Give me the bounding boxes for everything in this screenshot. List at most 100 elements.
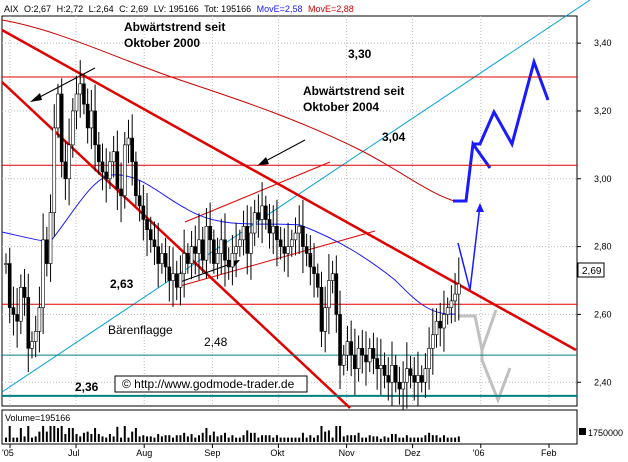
volume-bar-57: [216, 436, 219, 442]
candle-body-91: [341, 354, 346, 366]
copyright-text: © http://www.godmode-trader.de: [122, 377, 295, 391]
volume-bar-46: [175, 435, 178, 442]
volume-bar-56: [212, 431, 215, 442]
volume-bar-106: [398, 437, 401, 442]
volume-bar-32: [123, 426, 126, 442]
volume-bar-53: [201, 432, 204, 442]
candle-body-28: [108, 161, 112, 180]
annotation-trend2004-line2: Oktober 2004: [303, 100, 379, 114]
candle-body-103: [386, 375, 391, 383]
volume-bar-47: [179, 435, 182, 442]
volume-bar-67: [253, 432, 256, 442]
volume-bar-8: [34, 436, 37, 442]
candle-body-112: [419, 375, 424, 383]
volume-bar-29: [112, 436, 115, 442]
volume-bar-17: [68, 428, 71, 442]
candle-body-59: [223, 239, 227, 261]
flag-upper: [184, 161, 331, 223]
volume-bar-28: [108, 434, 111, 442]
volume-bar-48: [183, 432, 186, 442]
candle-body-106: [397, 381, 402, 390]
x-tick-label-6: Dez: [405, 448, 422, 458]
header-close: C: 2,69: [119, 4, 148, 14]
candle-body-111: [416, 375, 420, 383]
candle-body-67: [252, 212, 257, 234]
candle-body-19: [74, 93, 79, 112]
volume-bar-121: [454, 437, 457, 442]
candle-body-79: [297, 225, 302, 234]
volume-bar-118: [442, 435, 445, 442]
candle-body-30: [115, 151, 120, 190]
candle-body-43: [163, 253, 168, 268]
y-tick-label-2: 3,00: [594, 174, 612, 184]
candle-body-54: [204, 225, 209, 261]
projection-blue-upper: [453, 57, 550, 203]
x-tick-label-4: Okt: [270, 448, 285, 458]
candle-body-24: [93, 110, 97, 146]
header-readout: AIX O:2,67 H:2,72 L:2,64 C: 2,69 LV: 195…: [4, 4, 354, 14]
volume-bar-54: [205, 428, 208, 442]
candle-body-87: [327, 280, 331, 308]
volume-bar-86: [324, 431, 327, 442]
candle-body-68: [256, 212, 261, 220]
candle-body-40: [152, 239, 157, 247]
candle-body-0: [4, 263, 8, 265]
candle-body-18: [71, 110, 75, 146]
volume-bar-114: [428, 432, 431, 442]
arrow-trend2004-head: [257, 157, 269, 166]
ma-fast-line: [1, 174, 456, 315]
volume-bar-73: [275, 435, 278, 442]
candle-body-39: [148, 229, 153, 241]
candle-body-12: [48, 212, 53, 264]
volume-bar-11: [45, 431, 48, 442]
volume-bar-107: [402, 437, 405, 442]
volume-bar-52: [197, 435, 200, 442]
volume-bar-83: [313, 437, 316, 442]
volume-bar-68: [257, 437, 260, 442]
volume-bar-37: [142, 435, 145, 442]
volume-bar-58: [220, 435, 223, 442]
candle-body-3: [15, 314, 19, 322]
volume-bar-112: [420, 437, 423, 442]
candle-body-102: [382, 365, 387, 376]
candle-body-74: [278, 239, 283, 247]
candle-body-86: [323, 307, 327, 332]
candle-body-90: [338, 314, 342, 366]
volume-bar-94: [353, 435, 356, 442]
candle-body-116: [434, 320, 439, 336]
candle-body-70: [264, 205, 268, 220]
level-label-330: 3,30: [348, 47, 372, 61]
volume-bar-105: [394, 434, 397, 442]
candle-body-71: [267, 219, 272, 234]
volume-bar-97: [365, 437, 368, 442]
candle-body-16: [63, 161, 68, 180]
x-tick-label-2: Aug: [136, 448, 152, 458]
candle-body-64: [241, 225, 246, 241]
candle-body-89: [334, 273, 339, 315]
volume-bar-26: [101, 436, 104, 442]
candle-body-14: [56, 93, 60, 129]
volume-bar-31: [120, 437, 123, 442]
candle-body-41: [156, 246, 160, 264]
grid: [2, 16, 577, 406]
candle-body-37: [141, 205, 146, 220]
volume-bar-115: [431, 435, 434, 442]
candle-body-35: [134, 161, 138, 197]
candle-body-99: [371, 348, 376, 359]
candle-body-105: [393, 365, 398, 383]
volume-bar-42: [160, 436, 163, 442]
volume-bar-10: [42, 426, 45, 442]
volume-bar-0: [5, 437, 7, 442]
annotation-trend2000-line2: Oktober 2000: [124, 36, 200, 50]
candle-body-101: [379, 365, 383, 369]
candle-body-22: [85, 103, 90, 129]
ma-slow-line: [1, 19, 459, 203]
volume-bar-65: [246, 430, 249, 442]
volume-bar-23: [90, 434, 93, 442]
candle-body-61: [230, 253, 235, 268]
candle-body-76: [286, 246, 290, 254]
candle-body-2: [11, 307, 16, 315]
volume-bar-80: [301, 432, 304, 442]
volume-bar-95: [357, 432, 360, 442]
